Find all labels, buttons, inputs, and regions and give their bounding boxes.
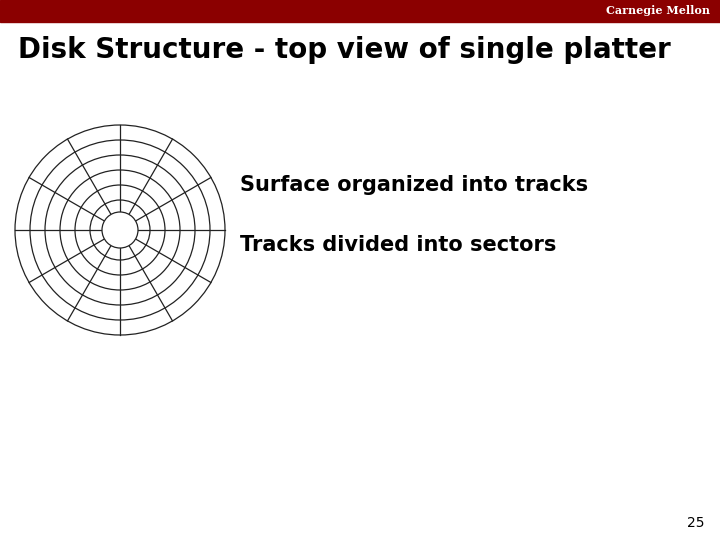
Circle shape	[102, 212, 138, 248]
Text: Disk Structure - top view of single platter: Disk Structure - top view of single plat…	[18, 36, 671, 64]
Text: 25: 25	[688, 516, 705, 530]
Text: Surface organized into tracks: Surface organized into tracks	[240, 175, 588, 195]
Text: Carnegie Mellon: Carnegie Mellon	[606, 5, 710, 17]
Bar	[0, 0, 720, 22]
Text: Tracks divided into sectors: Tracks divided into sectors	[240, 235, 557, 255]
